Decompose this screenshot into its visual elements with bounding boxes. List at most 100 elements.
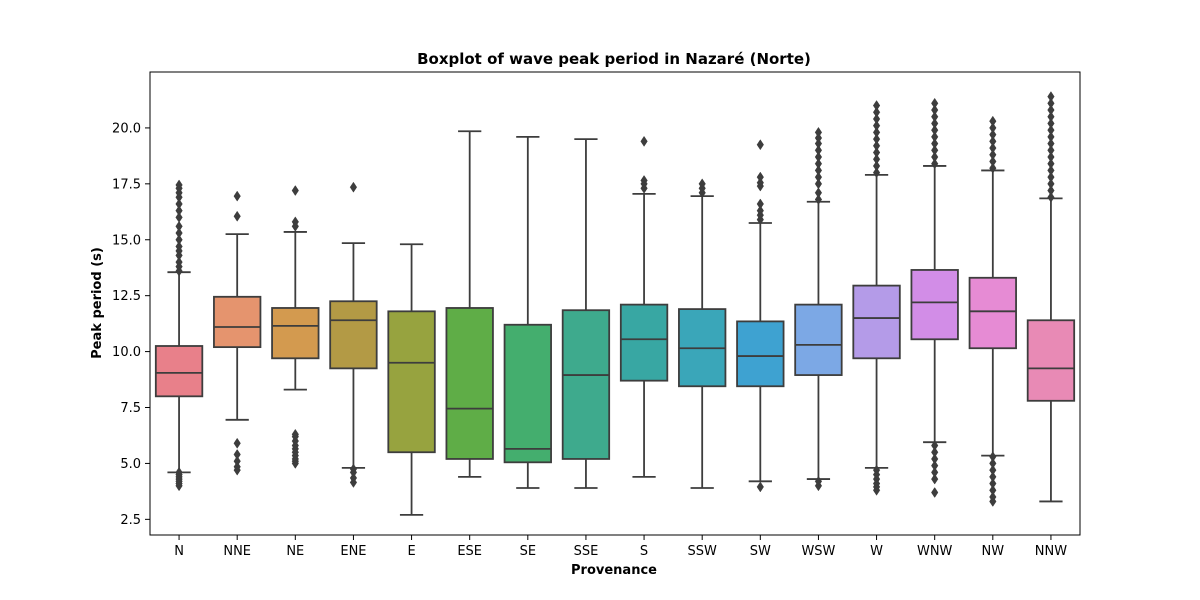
x-tick-label: W xyxy=(870,544,883,559)
outlier-point xyxy=(931,104,939,116)
outlier-point xyxy=(872,167,881,179)
y-tick-label: 20.0 xyxy=(112,121,141,136)
outlier-point xyxy=(175,227,183,239)
iqr-box xyxy=(852,284,901,360)
outlier-point xyxy=(872,106,881,118)
x-axis-label: Provenance xyxy=(571,563,657,578)
plot-frame xyxy=(149,71,1081,536)
outlier-point xyxy=(698,178,706,190)
outlier-point xyxy=(872,126,881,138)
box-ese xyxy=(445,130,494,478)
outlier-point xyxy=(175,220,183,232)
box-wnw xyxy=(910,97,959,498)
outlier-point xyxy=(756,139,764,151)
outlier-point xyxy=(233,190,241,202)
box-ssw xyxy=(678,178,727,489)
outlier-point xyxy=(989,135,997,147)
x-tick-label: N xyxy=(174,544,184,559)
x-tick-label: NE xyxy=(286,544,304,559)
y-tick-label: 17.5 xyxy=(112,177,141,192)
x-tick-label: WSW xyxy=(801,544,835,559)
iqr-box xyxy=(271,307,320,360)
outlier-point xyxy=(1047,144,1055,156)
plot-boxes xyxy=(154,91,1076,516)
outlier-point xyxy=(175,205,183,217)
box-nw xyxy=(968,115,1017,507)
outlier-point xyxy=(814,475,823,487)
outlier-point xyxy=(989,478,997,490)
x-tick-label: SW xyxy=(750,544,771,559)
x-tick-label: S xyxy=(640,544,648,559)
iqr-box xyxy=(619,303,669,382)
iqr-box xyxy=(736,320,785,388)
outlier-point xyxy=(756,481,764,493)
outlier-point xyxy=(814,132,823,144)
outlier-point xyxy=(233,210,241,222)
iqr-box xyxy=(968,276,1017,350)
outlier-point xyxy=(175,234,183,246)
x-tick-label: NNE xyxy=(223,544,251,559)
x-tick-label: SSE xyxy=(574,544,599,559)
outlier-point xyxy=(989,122,997,134)
box-ene xyxy=(329,181,378,488)
outlier-point xyxy=(989,142,997,154)
y-tick-label: 7.5 xyxy=(120,401,141,416)
outlier-point xyxy=(1047,158,1055,170)
outlier-point xyxy=(1047,117,1055,129)
outlier-point xyxy=(175,256,183,268)
outlier-point xyxy=(175,198,183,210)
x-tick-label: ENE xyxy=(340,544,366,559)
outlier-point xyxy=(1047,138,1055,150)
outlier-point xyxy=(989,484,997,496)
x-tick-label: SSW xyxy=(688,544,718,559)
outlier-point xyxy=(1047,171,1055,183)
outlier-point xyxy=(989,471,997,483)
iqr-box xyxy=(445,307,494,460)
outlier-point xyxy=(989,162,997,174)
iqr-box xyxy=(794,303,843,376)
iqr-box xyxy=(387,310,436,454)
outlier-point xyxy=(233,461,241,473)
outlier-point xyxy=(1047,151,1055,163)
outlier-point xyxy=(931,117,939,129)
box-sw xyxy=(736,139,785,493)
iqr-box xyxy=(1026,319,1076,402)
box-n xyxy=(154,179,204,492)
outlier-point xyxy=(814,138,823,150)
outlier-point xyxy=(931,111,939,123)
outlier-point xyxy=(931,453,939,465)
outlier-point xyxy=(175,241,183,252)
x-tick-label: NNW xyxy=(1035,544,1067,559)
outlier-point xyxy=(1047,104,1055,116)
outlier-point xyxy=(291,216,299,228)
box-w xyxy=(852,100,901,496)
iqr-box xyxy=(910,269,959,341)
outlier-point xyxy=(349,463,358,475)
y-tick-label: 2.5 xyxy=(120,513,141,528)
x-tick-label: NW xyxy=(982,544,1005,559)
outlier-point xyxy=(931,460,939,472)
outlier-point xyxy=(756,205,764,217)
outlier-point xyxy=(931,124,939,136)
box-nnw xyxy=(1026,91,1076,503)
x-tick-label: E xyxy=(407,544,415,559)
outlier-point xyxy=(931,97,939,109)
outlier-point xyxy=(989,129,997,141)
outlier-point xyxy=(756,177,764,189)
outlier-point xyxy=(989,156,997,167)
box-wsw xyxy=(794,126,843,492)
y-tick-label: 15.0 xyxy=(112,233,141,248)
outlier-point xyxy=(1047,178,1055,190)
outlier-point xyxy=(989,491,997,503)
y-tick-label: 12.5 xyxy=(112,289,141,304)
outlier-point xyxy=(291,185,299,196)
outlier-point xyxy=(931,473,939,485)
outlier-point xyxy=(814,151,823,163)
x-axis: N NNE NE ENE E ESE SE SSE S SSW SW WSW W WNW NW NNW xyxy=(174,535,1067,559)
outlier-point xyxy=(814,126,823,138)
outlier-point xyxy=(1047,164,1055,176)
outlier-point xyxy=(989,149,997,161)
box-ne xyxy=(271,185,320,469)
outlier-point xyxy=(175,211,183,223)
